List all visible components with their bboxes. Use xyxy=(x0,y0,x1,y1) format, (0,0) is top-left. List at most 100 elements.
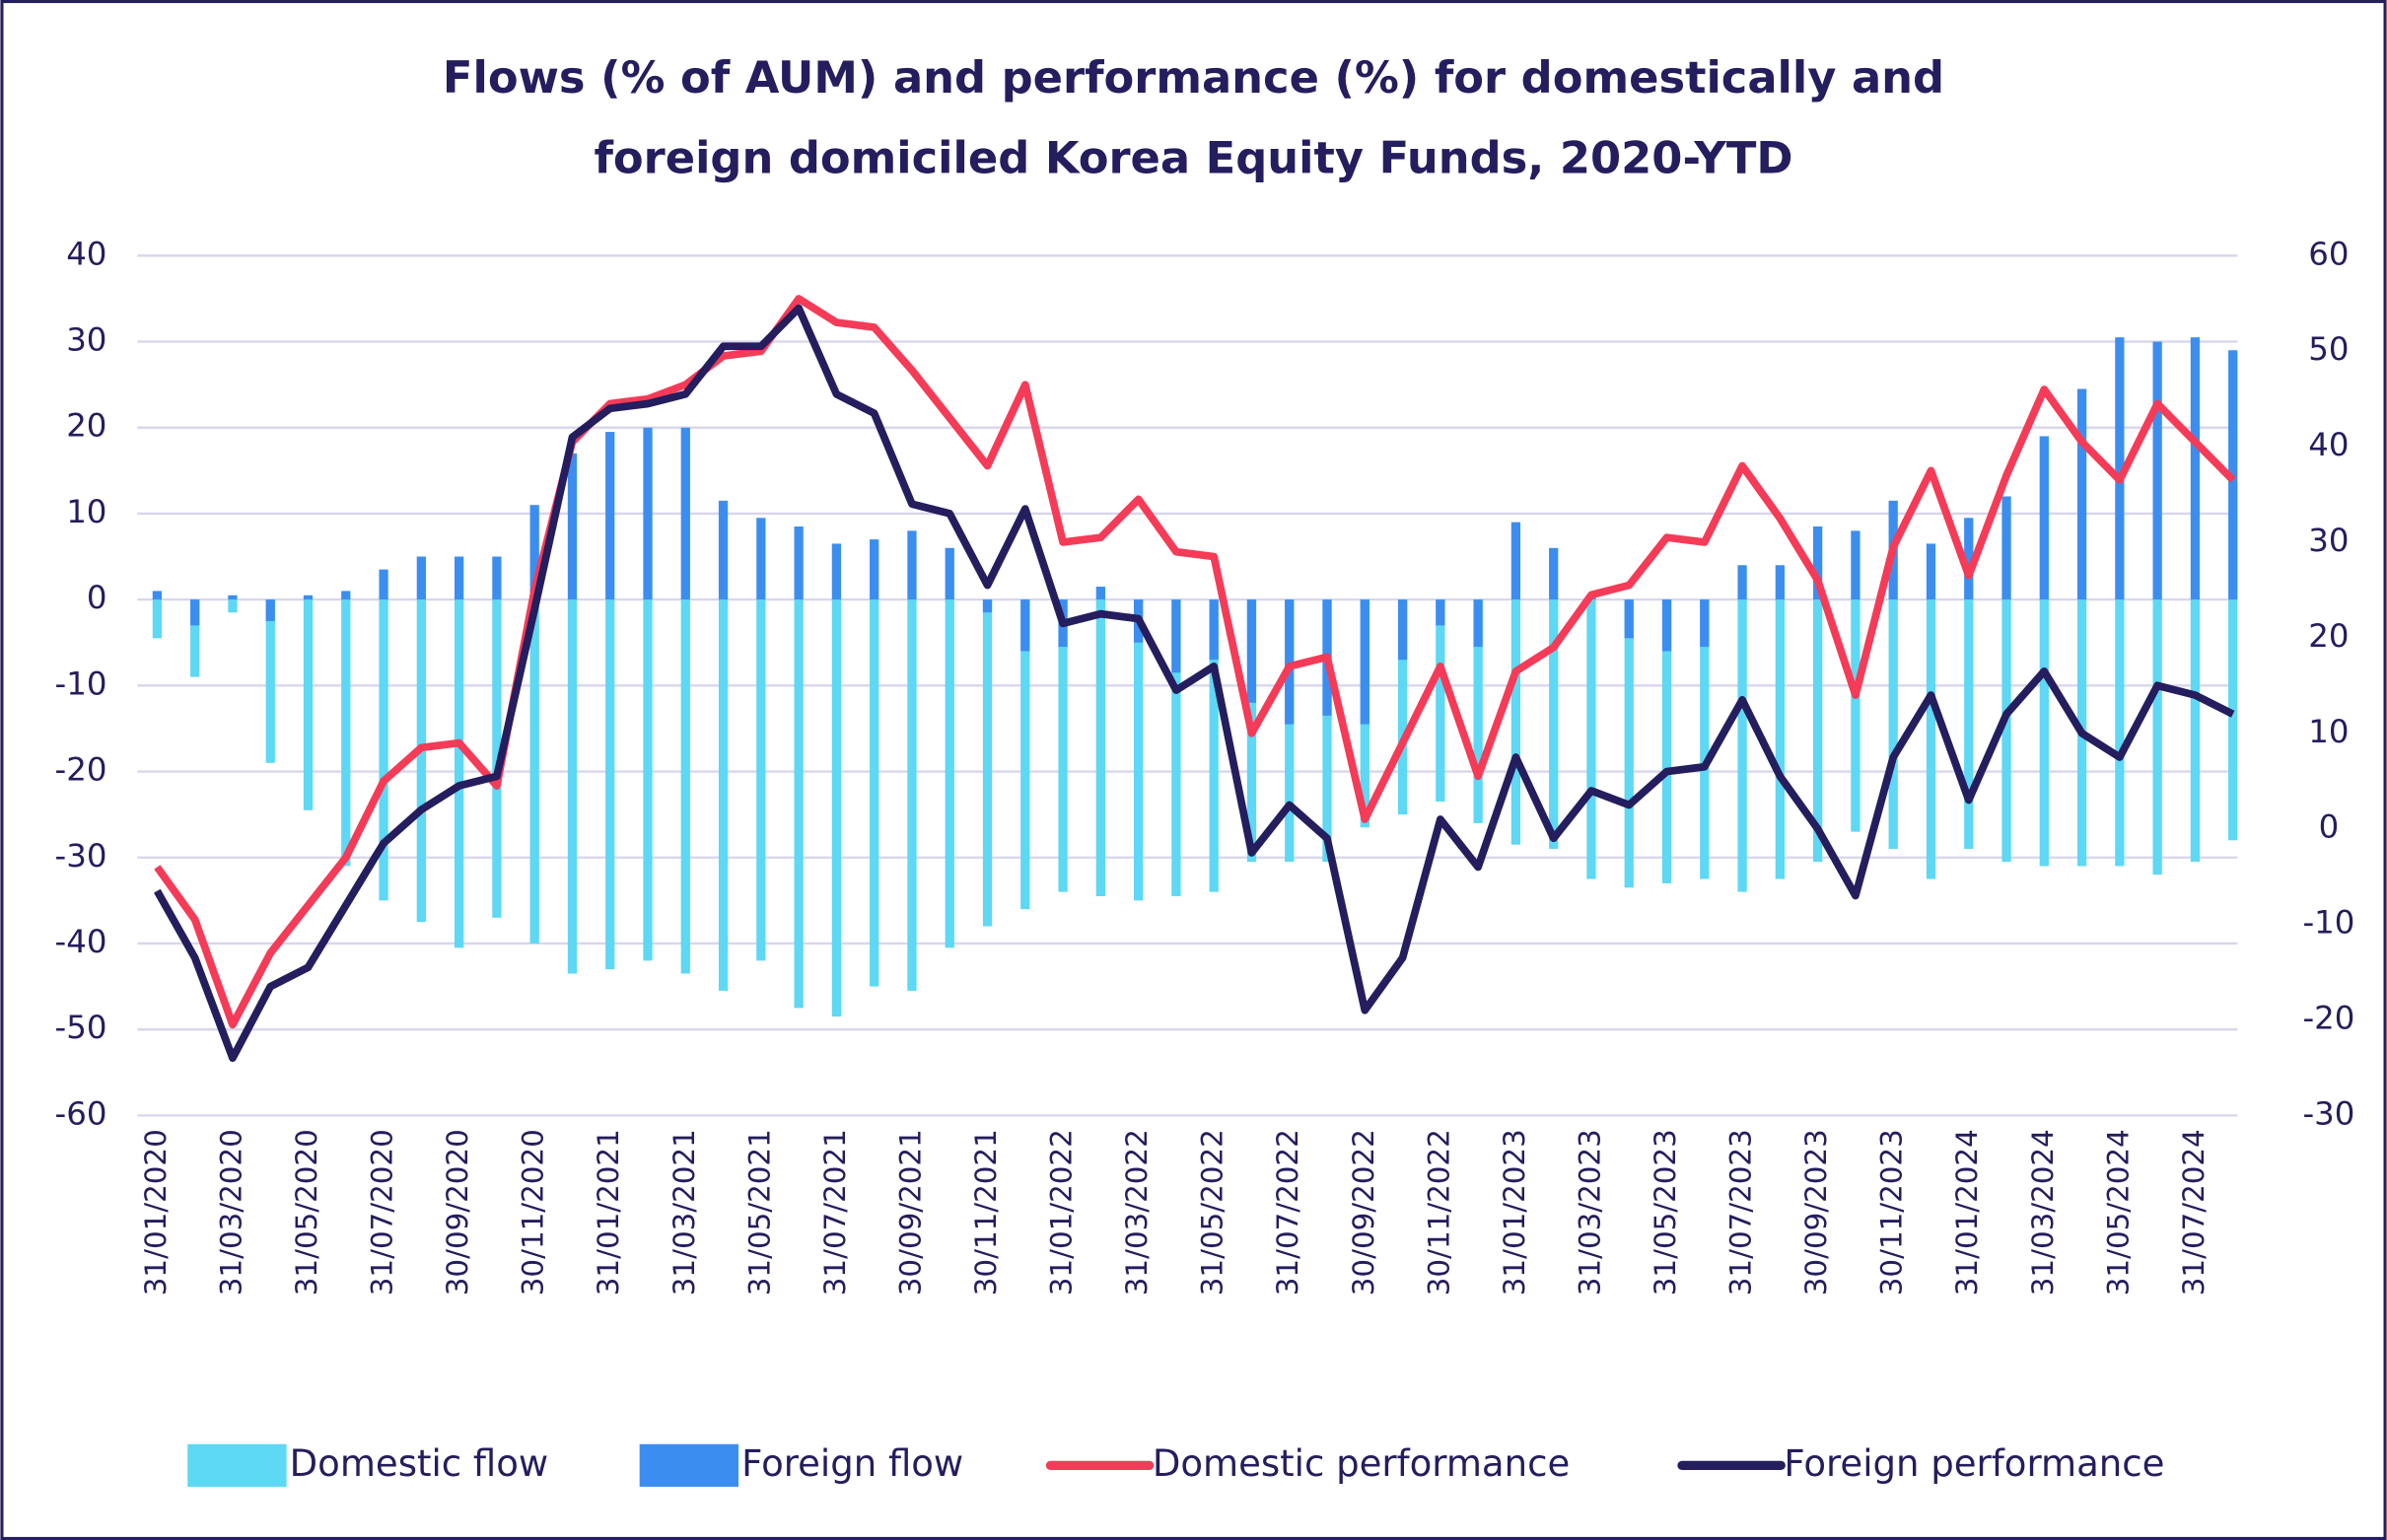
x-tick-label: 31/05/2023 xyxy=(1649,1129,1682,1295)
bar xyxy=(190,599,200,626)
bar xyxy=(1549,599,1559,850)
bar xyxy=(2001,599,2011,863)
bar xyxy=(303,599,314,810)
line xyxy=(154,304,2235,1063)
bar xyxy=(265,599,275,763)
x-tick-label: 31/01/2020 xyxy=(139,1129,173,1295)
chart-title: Flows (% of AUM) and performance (%) for… xyxy=(443,51,1944,104)
x-tick-label: 30/09/2021 xyxy=(893,1129,927,1295)
bar xyxy=(2039,599,2049,867)
x-tick-label: 30/09/2022 xyxy=(1347,1129,1380,1295)
y2-tick-label: -30 xyxy=(2302,1094,2354,1132)
bar xyxy=(1436,599,1445,626)
bar xyxy=(794,526,804,600)
legend-swatch xyxy=(187,1443,287,1487)
y2-tick-label: -20 xyxy=(2302,999,2354,1036)
bar xyxy=(1586,599,1596,879)
legend-label: Domestic performance xyxy=(1153,1442,1570,1485)
bar xyxy=(605,599,615,970)
bar xyxy=(1510,522,1521,600)
bar xyxy=(831,543,842,600)
bar xyxy=(1133,599,1144,901)
bar xyxy=(831,599,842,1017)
bar xyxy=(492,599,502,918)
bar xyxy=(756,599,766,961)
bar xyxy=(454,599,464,948)
bar xyxy=(228,599,238,613)
bar xyxy=(2039,436,2049,600)
y-tick-label: 20 xyxy=(66,407,106,445)
bar xyxy=(1888,599,1898,850)
bar xyxy=(1737,599,1747,892)
y-tick-label: 30 xyxy=(66,321,106,359)
y-tick-label: -60 xyxy=(55,1094,107,1132)
bar xyxy=(341,591,351,600)
x-tick-label: 31/01/2023 xyxy=(1498,1129,1531,1295)
y-tick-label: -10 xyxy=(55,665,107,702)
bar xyxy=(529,599,539,944)
bar xyxy=(2190,337,2201,600)
bar xyxy=(1285,599,1295,725)
bar xyxy=(265,599,275,621)
bar xyxy=(379,599,388,901)
x-tick-label: 31/07/2021 xyxy=(818,1129,852,1295)
bar xyxy=(1285,599,1295,863)
bar xyxy=(982,599,993,927)
bar xyxy=(152,591,163,600)
bar xyxy=(379,569,388,600)
x-tick-label: 31/03/2022 xyxy=(1120,1129,1154,1295)
bar xyxy=(1510,599,1521,845)
x-tick-label: 31/01/2024 xyxy=(1950,1129,1984,1295)
bar xyxy=(1700,599,1710,648)
bar xyxy=(718,500,729,600)
x-tick-label: 31/07/2020 xyxy=(366,1129,399,1295)
x-tick-label: 31/05/2022 xyxy=(1196,1129,1229,1295)
y-tick-label: -50 xyxy=(55,1009,107,1046)
y2-tick-label: 60 xyxy=(2308,235,2349,272)
x-tick-label: 30/09/2023 xyxy=(1799,1129,1833,1295)
bar xyxy=(870,539,879,600)
y-tick-label: 10 xyxy=(66,493,106,530)
bar xyxy=(680,427,690,600)
bar xyxy=(680,599,690,974)
bar xyxy=(1171,599,1181,896)
bar xyxy=(2001,496,2011,600)
bar xyxy=(945,599,954,948)
x-tick-label: 31/03/2021 xyxy=(667,1129,701,1295)
bar xyxy=(341,599,351,867)
bar xyxy=(718,599,729,991)
x-tick-label: 31/07/2024 xyxy=(2177,1129,2211,1295)
y-tick-label: 0 xyxy=(87,579,107,616)
bar xyxy=(907,599,917,991)
x-tick-label: 30/11/2021 xyxy=(969,1129,1003,1295)
bar xyxy=(1397,599,1408,661)
y2-tick-label: 30 xyxy=(2308,522,2349,559)
bar xyxy=(1473,599,1483,648)
bar xyxy=(1209,599,1219,892)
y2-tick-label: 20 xyxy=(2308,617,2349,655)
y2-tick-label: 0 xyxy=(2319,808,2340,846)
bar xyxy=(870,599,879,987)
bar xyxy=(1926,543,1936,600)
bar xyxy=(1624,599,1634,639)
bar xyxy=(1926,599,1936,879)
x-tick-label: 31/07/2023 xyxy=(1724,1129,1758,1295)
bar xyxy=(1813,599,1823,863)
bar xyxy=(1775,565,1785,600)
x-tick-label: 30/11/2023 xyxy=(1875,1129,1909,1295)
bar xyxy=(1171,599,1181,673)
bar xyxy=(2115,599,2125,867)
bar xyxy=(416,556,426,600)
bar xyxy=(605,432,615,600)
bar xyxy=(1737,565,1747,600)
bar xyxy=(567,453,578,600)
bar xyxy=(2152,341,2162,600)
x-tick-label: 30/11/2022 xyxy=(1422,1129,1455,1295)
x-tick-label: 31/07/2022 xyxy=(1271,1129,1304,1295)
bar xyxy=(1322,599,1332,863)
bar xyxy=(1209,599,1219,661)
bar xyxy=(303,595,314,600)
bar xyxy=(492,556,502,600)
